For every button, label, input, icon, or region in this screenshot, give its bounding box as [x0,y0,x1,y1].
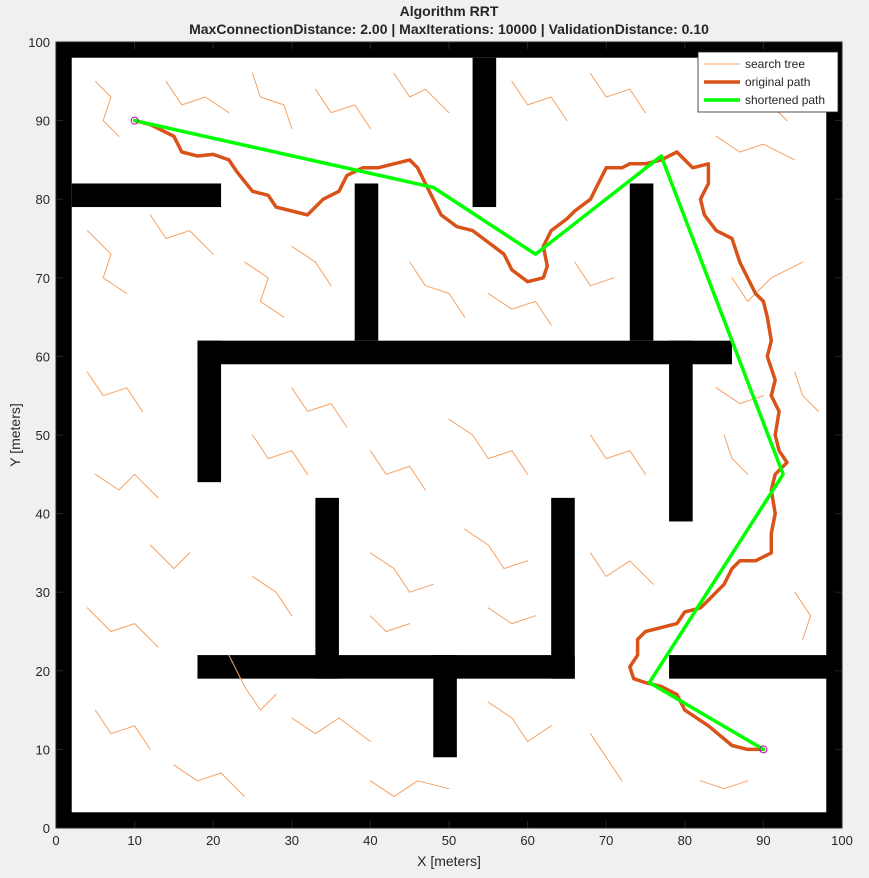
obstacle [315,497,339,679]
obstacle [433,655,457,758]
legend-label: search tree [745,57,805,71]
obstacle [669,655,842,679]
x-tick-label: 70 [599,833,613,848]
x-tick-label: 10 [127,833,141,848]
x-tick-label: 60 [520,833,534,848]
obstacle [354,183,379,341]
obstacle [197,340,222,483]
x-tick-label: 0 [52,833,59,848]
y-tick-label: 80 [36,192,50,207]
obstacle [826,42,842,828]
obstacle [56,812,842,828]
series-line [132,118,789,752]
obstacle [197,340,732,365]
x-tick-label: 100 [831,833,853,848]
x-tick-label: 90 [756,833,770,848]
obstacle [629,183,654,341]
y-tick-label: 50 [36,428,50,443]
y-tick-label: 20 [36,664,50,679]
obstacle [551,497,575,679]
x-tick-label: 40 [363,833,377,848]
legend-label: original path [745,75,810,89]
x-tick-label: 20 [206,833,220,848]
legend: search tree original path shortened path [697,51,839,113]
endpoint-marker [759,745,768,754]
y-tick-label: 0 [43,821,50,836]
series-line [86,72,819,798]
y-tick-label: 40 [36,507,50,522]
obstacle [197,655,575,679]
y-tick-label: 60 [36,349,50,364]
obstacle [56,42,72,828]
obstacle [56,42,842,58]
x-tick-label: 80 [678,833,692,848]
y-tick-label: 90 [36,114,50,129]
y-tick-label: 30 [36,585,50,600]
y-axis-label: Y [meters] [7,403,23,467]
obstacle [669,340,693,522]
x-axis-label: X [meters] [417,853,481,869]
obstacle [472,57,497,208]
y-tick-label: 70 [36,271,50,286]
y-tick-label: 100 [28,35,50,50]
obstacle [71,183,222,208]
y-tick-label: 10 [36,742,50,757]
legend-label: shortened path [745,93,825,107]
endpoint-marker [130,116,139,125]
chart-subtitle: MaxConnectionDistance: 2.00 | MaxIterati… [189,21,709,37]
series-line [132,118,785,752]
x-tick-label: 50 [442,833,456,848]
chart-title: Algorithm RRT [400,3,499,19]
x-tick-label: 30 [285,833,299,848]
